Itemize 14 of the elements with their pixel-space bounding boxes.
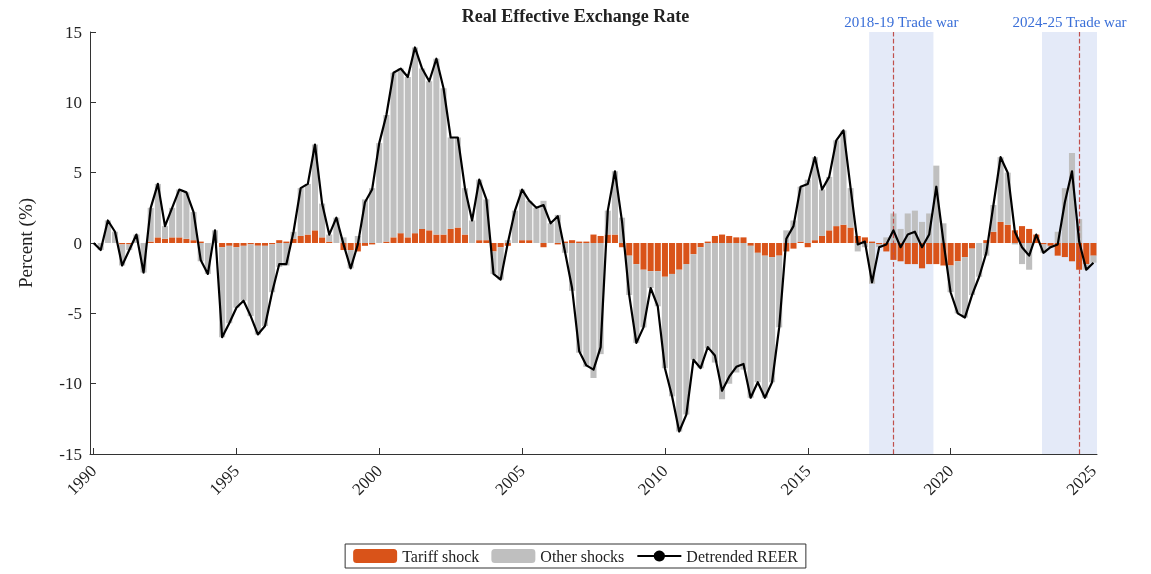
y-tick-label: 10 bbox=[65, 92, 82, 112]
y-tick-label: 15 bbox=[65, 22, 82, 42]
y-tick-label: 0 bbox=[73, 233, 82, 253]
legend-label: Detrended REER bbox=[686, 547, 799, 565]
y-tick-label: 5 bbox=[73, 163, 82, 183]
band-label: 2024-25 Trade war bbox=[1012, 13, 1127, 30]
legend-label: Other shocks bbox=[540, 547, 625, 565]
legend-label: Tariff shock bbox=[402, 547, 480, 565]
y-tick-label: -5 bbox=[67, 303, 82, 323]
y-tick-label: -15 bbox=[59, 444, 82, 464]
y-tick-label: -10 bbox=[59, 374, 82, 394]
y-axis-title: Percent (%) bbox=[15, 197, 37, 289]
band-label: 2018-19 Trade war bbox=[844, 13, 959, 30]
chart-title: Real Effective Exchange Rate bbox=[461, 6, 690, 26]
